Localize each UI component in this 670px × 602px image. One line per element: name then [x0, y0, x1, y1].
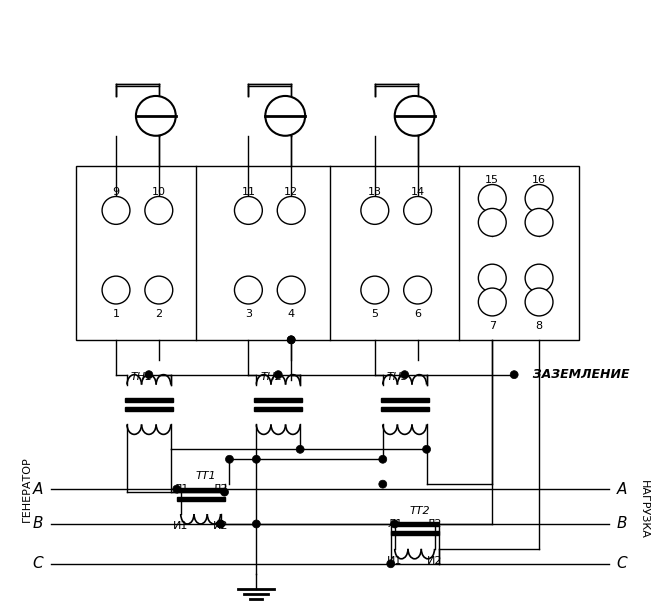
Circle shape — [379, 455, 387, 464]
Circle shape — [478, 288, 507, 316]
Circle shape — [478, 208, 507, 237]
Circle shape — [395, 96, 435, 136]
Circle shape — [216, 520, 224, 528]
Text: НАГРУЗКА: НАГРУЗКА — [639, 480, 649, 538]
Text: ТН3: ТН3 — [387, 371, 409, 382]
Text: ТН2: ТН2 — [261, 371, 283, 382]
Bar — [391, 532, 439, 535]
Text: 8: 8 — [535, 321, 543, 331]
Bar — [255, 398, 302, 402]
Circle shape — [423, 445, 431, 453]
Bar — [125, 407, 173, 411]
Circle shape — [277, 196, 305, 225]
Text: ТТ2: ТТ2 — [409, 506, 430, 516]
Text: A: A — [33, 482, 44, 497]
Circle shape — [145, 276, 173, 304]
Circle shape — [404, 196, 431, 225]
Text: 6: 6 — [414, 309, 421, 319]
Circle shape — [253, 520, 261, 528]
Circle shape — [387, 560, 395, 568]
Circle shape — [379, 480, 387, 488]
Text: ТТ1: ТТ1 — [196, 471, 216, 481]
Circle shape — [253, 455, 261, 464]
Text: B: B — [33, 517, 44, 532]
Circle shape — [478, 264, 507, 292]
Text: B: B — [616, 517, 627, 532]
Bar — [177, 497, 224, 501]
Circle shape — [216, 520, 224, 528]
Bar — [255, 407, 302, 411]
Text: 9: 9 — [113, 187, 119, 196]
Bar — [381, 398, 429, 402]
Circle shape — [525, 264, 553, 292]
Bar — [391, 523, 439, 527]
Circle shape — [287, 336, 295, 344]
Circle shape — [226, 455, 233, 464]
Circle shape — [102, 196, 130, 225]
Circle shape — [234, 196, 263, 225]
Text: И1: И1 — [173, 521, 188, 531]
Text: И2: И2 — [213, 521, 228, 531]
Text: ЗАЗЕМЛЕНИЕ: ЗАЗЕМЛЕНИЕ — [524, 368, 630, 381]
Text: 1: 1 — [113, 309, 119, 319]
Circle shape — [136, 96, 176, 136]
Bar — [177, 488, 224, 492]
Text: 10: 10 — [152, 187, 165, 196]
Circle shape — [220, 488, 228, 496]
Circle shape — [277, 276, 305, 304]
Text: ГЕНЕРАТОР: ГЕНЕРАТОР — [21, 456, 31, 522]
Text: И1: И1 — [387, 556, 403, 566]
Circle shape — [234, 276, 263, 304]
Bar — [76, 166, 579, 340]
Circle shape — [274, 371, 282, 379]
Bar — [381, 407, 429, 411]
Circle shape — [525, 185, 553, 213]
Circle shape — [173, 485, 181, 493]
Text: A: A — [616, 482, 627, 497]
Circle shape — [478, 185, 507, 213]
Text: 13: 13 — [368, 187, 382, 196]
Text: 3: 3 — [245, 309, 252, 319]
Text: Л2: Л2 — [213, 484, 228, 494]
Bar — [125, 398, 173, 402]
Text: ТН1: ТН1 — [131, 371, 153, 382]
Text: 2: 2 — [155, 309, 162, 319]
Circle shape — [510, 371, 518, 379]
Circle shape — [401, 371, 409, 379]
Text: 14: 14 — [411, 187, 425, 196]
Circle shape — [265, 96, 305, 136]
Text: 7: 7 — [488, 321, 496, 331]
Text: 11: 11 — [241, 187, 255, 196]
Circle shape — [296, 445, 304, 453]
Text: И2: И2 — [427, 556, 442, 566]
Circle shape — [287, 336, 295, 344]
Text: 15: 15 — [485, 175, 499, 185]
Circle shape — [361, 196, 389, 225]
Text: C: C — [33, 556, 44, 571]
Circle shape — [404, 276, 431, 304]
Text: 5: 5 — [371, 309, 379, 319]
Circle shape — [145, 371, 153, 379]
Text: Л1: Л1 — [173, 484, 188, 494]
Text: 16: 16 — [532, 175, 546, 185]
Circle shape — [361, 276, 389, 304]
Text: Л1: Л1 — [387, 519, 403, 529]
Circle shape — [145, 196, 173, 225]
Circle shape — [525, 208, 553, 237]
Circle shape — [525, 288, 553, 316]
Text: 4: 4 — [287, 309, 295, 319]
Text: Л2: Л2 — [427, 519, 442, 529]
Circle shape — [102, 276, 130, 304]
Circle shape — [391, 520, 399, 528]
Text: 12: 12 — [284, 187, 298, 196]
Text: C: C — [616, 556, 627, 571]
